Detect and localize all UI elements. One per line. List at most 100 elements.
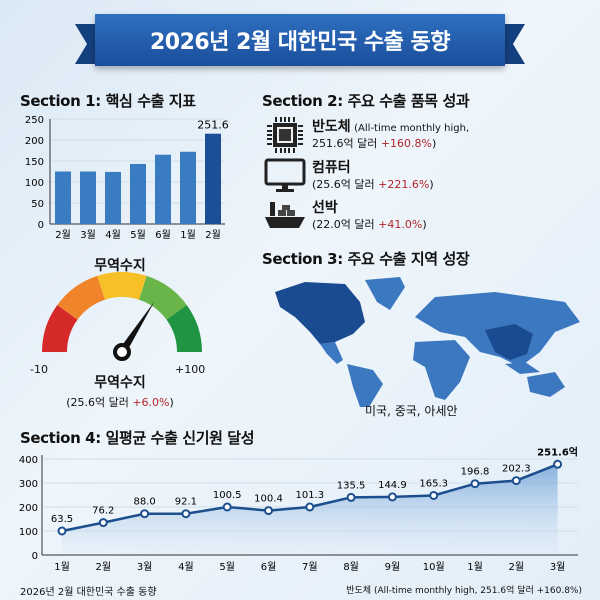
- x-tick-label: 10월: [423, 561, 445, 573]
- north-america: [275, 282, 365, 344]
- x-tick-label: 6월: [155, 229, 171, 241]
- data-point: [470, 479, 480, 489]
- gauge-max-label: +100: [175, 363, 206, 376]
- data-point: [511, 476, 521, 486]
- y-tick-label: 0: [32, 551, 38, 562]
- x-tick-label: 2월: [205, 229, 221, 241]
- data-point: [98, 518, 108, 528]
- item-computer: 컴퓨터: [312, 157, 351, 177]
- x-tick-label: 2월: [96, 561, 112, 573]
- gauge-segment: [138, 275, 187, 320]
- gauge-segment: [57, 275, 106, 320]
- data-point: [346, 492, 356, 502]
- x-tick-label: 9월: [385, 561, 401, 573]
- gauge-segment: [166, 304, 202, 352]
- data-label: 100.5: [213, 490, 242, 501]
- data-point: [264, 506, 273, 516]
- data-label: 101.3: [295, 490, 324, 501]
- y-tick-label: 400: [19, 455, 38, 466]
- item-ship-value: (22.0억 달러 +41.0%): [312, 216, 427, 232]
- data-label: 63.5: [51, 514, 73, 525]
- south-america: [347, 364, 383, 407]
- chip-icon: [267, 117, 303, 153]
- x-tick-label: 4월: [178, 561, 194, 573]
- bar: [205, 133, 221, 224]
- y-tick-label: 50: [31, 199, 44, 210]
- data-label: 251.6억: [537, 446, 578, 458]
- x-tick-label: 2월: [509, 561, 525, 573]
- bar: [55, 171, 71, 224]
- data-label: 196.8: [461, 467, 490, 478]
- daily-export-chart: 0 100 200 300 400 63.5 1월 76.2 2월 88.0 3월 92.1 4월 100…: [19, 446, 578, 573]
- bar: [180, 151, 196, 224]
- item-change: +221.6%: [378, 178, 430, 191]
- x-tick-label: 5월: [219, 561, 235, 573]
- x-tick-label: 8월: [343, 561, 359, 573]
- item-amount: (22.0억 달러: [312, 218, 379, 231]
- item-amount: (25.6억 달러: [312, 178, 379, 191]
- bar: [105, 171, 121, 224]
- item-suffix: ): [422, 218, 427, 231]
- y-tick-label: 100: [19, 527, 38, 538]
- x-tick-label: 7월: [302, 561, 318, 573]
- item-amount: 251.6억 달러: [312, 137, 381, 150]
- trade-balance-gauge: [42, 272, 202, 361]
- item-semiconductor-value: 251.6억 달러 +160.8%): [312, 135, 436, 151]
- data-point: [553, 459, 563, 469]
- gauge-needle: [118, 301, 155, 355]
- page-title: 2026년 2월 대한민국 수출 동향: [95, 14, 505, 66]
- x-tick-label: 6월: [261, 561, 277, 573]
- australia: [527, 372, 565, 397]
- africa: [413, 340, 470, 400]
- data-label: 251.6: [197, 119, 229, 132]
- section3-title: Section 3: 주요 수출 지역 성장: [262, 250, 470, 268]
- y-tick-label: 200: [25, 136, 44, 147]
- data-label: 202.3: [502, 464, 531, 475]
- item-suffix: ): [429, 178, 434, 191]
- gauge-segment: [42, 304, 78, 352]
- gauge-amount: (25.6억 달러: [66, 396, 133, 409]
- item-change: +160.8%: [380, 137, 433, 150]
- section4-title: Section 4: 일평균 수출 신기원 달성: [20, 429, 255, 447]
- gauge-title: 무역수지: [94, 258, 146, 274]
- data-label: 100.4: [254, 494, 283, 505]
- region-caption: 미국, 중국, 아세안: [365, 404, 458, 418]
- data-point: [429, 490, 439, 500]
- data-point: [305, 502, 315, 512]
- ship-icon: [265, 202, 305, 228]
- item-change: +41.0%: [378, 218, 423, 231]
- monitor-icon: [264, 158, 306, 192]
- footer-right: 반도체 (All-time monthly high, 251.6억 달러 +1…: [346, 586, 582, 596]
- item-suffix: ): [432, 137, 437, 150]
- x-tick-label: 1월: [467, 561, 483, 573]
- x-tick-label: 1월: [54, 561, 70, 573]
- y-tick-label: 0: [38, 220, 44, 231]
- southeast-asia: [505, 362, 540, 374]
- item-name: 반도체: [312, 119, 351, 135]
- gauge-detail: (25.6억 달러 +6.0%): [20, 394, 220, 410]
- gauge-pivot: [113, 343, 131, 361]
- data-label: 144.9: [378, 480, 407, 491]
- gauge-label: 무역수지: [94, 375, 146, 391]
- x-tick-label: 3월: [80, 229, 96, 241]
- item-semiconductor: 반도체 (All-time monthly high,: [312, 116, 469, 136]
- item-computer-value: (25.6억 달러 +221.6%): [312, 176, 434, 192]
- x-tick-label: 3월: [550, 561, 566, 573]
- world-map: [275, 277, 580, 407]
- x-tick-label: 2월: [55, 229, 71, 241]
- bar: [80, 171, 96, 224]
- data-point: [387, 492, 397, 502]
- item-note: (All-time monthly high,: [354, 123, 470, 134]
- data-point: [222, 502, 232, 512]
- data-point: [140, 509, 150, 519]
- item-ship: 선박: [312, 197, 338, 217]
- data-label: 135.5: [337, 480, 366, 491]
- central-america: [320, 342, 343, 364]
- item-name: 컴퓨터: [312, 160, 351, 176]
- data-point: [57, 526, 67, 536]
- x-tick-label: 4월: [105, 229, 121, 241]
- y-tick-label: 100: [25, 178, 44, 189]
- y-tick-label: 150: [25, 157, 44, 168]
- bar: [130, 163, 146, 224]
- data-label: 88.0: [133, 497, 155, 508]
